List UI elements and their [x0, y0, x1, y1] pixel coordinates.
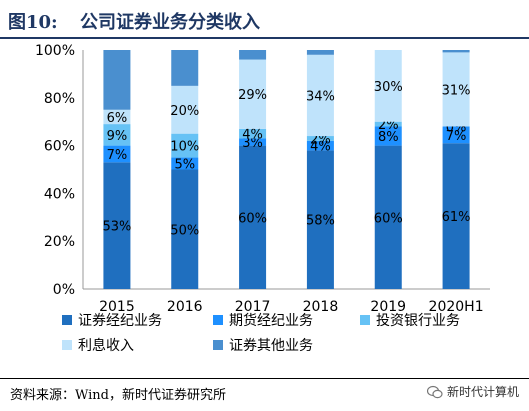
legend-label: 证券其他业务	[229, 338, 313, 354]
header-rule	[0, 37, 529, 39]
bar-segment	[374, 126, 402, 146]
data-label: 60%	[374, 211, 403, 226]
bar-segment	[442, 143, 470, 289]
bar-segment	[442, 126, 470, 144]
legend-swatch	[360, 315, 370, 325]
x-tick-label: 2016	[167, 299, 203, 315]
bar-segment	[171, 85, 199, 134]
legend-swatch	[62, 315, 72, 325]
data-label: 61%	[442, 210, 471, 225]
bar-segment	[171, 169, 199, 289]
data-label: 2%	[378, 118, 399, 133]
x-tick-label: 2018	[303, 299, 339, 315]
bar-segment	[374, 121, 402, 127]
bar-segment	[103, 145, 131, 163]
bar-segment	[103, 124, 131, 146]
y-tick-label: 0%	[53, 282, 75, 298]
bar-segment	[239, 50, 267, 60]
y-tick-label: 80%	[44, 91, 75, 107]
data-label: 31%	[442, 83, 471, 98]
data-label: 34%	[306, 89, 335, 104]
bar-segment	[442, 50, 470, 53]
figure-header: 图10: 公司证券业务分类收入	[0, 0, 529, 40]
bar-segment	[442, 52, 470, 127]
data-label: 58%	[306, 214, 335, 229]
bar-segment	[239, 128, 267, 139]
data-label: 10%	[170, 140, 199, 155]
bar-segment	[374, 50, 402, 122]
legend-label: 利息收入	[78, 337, 134, 354]
watermark: 新时代计算机	[426, 383, 519, 400]
legend-label: 证券经纪业务	[78, 313, 162, 329]
bar-segment	[306, 150, 334, 289]
bar-segment	[239, 145, 267, 289]
footer-rule	[0, 378, 529, 379]
bar-segment	[103, 50, 131, 110]
data-label: 4%	[310, 140, 331, 155]
data-label: 60%	[238, 211, 267, 226]
data-label: 8%	[378, 130, 399, 145]
legend-swatch	[62, 340, 72, 350]
y-tick-label: 40%	[44, 186, 75, 202]
figure-title: 公司证券业务分类收入	[80, 12, 260, 33]
data-label: 7%	[107, 148, 128, 163]
legend-swatch	[213, 315, 223, 325]
bar-segment	[171, 50, 199, 86]
data-label: 30%	[374, 80, 403, 95]
figure-label: 图10:	[8, 12, 58, 33]
bar-segment	[306, 54, 334, 137]
data-label: 6%	[107, 111, 128, 126]
data-label: 7%	[446, 129, 467, 144]
bar-segment	[306, 136, 334, 141]
data-label: 53%	[102, 220, 131, 235]
bar-segment	[103, 162, 131, 289]
data-label: 2%	[310, 132, 331, 147]
source-note: 资料来源：Wind，新时代证券研究所	[10, 388, 226, 403]
stacked-bar-chart: 0% 20% 40% 60% 80% 100% 53% 7% 9% 6% 2015 50% 5% 10% 2…	[35, 43, 490, 354]
data-label: 50%	[170, 223, 199, 238]
data-label: 9%	[107, 129, 128, 144]
x-tick-label: 2019	[370, 299, 406, 315]
bar-segment	[239, 59, 267, 129]
bar-segment	[239, 138, 267, 146]
bar-segment	[374, 145, 402, 289]
legend-label: 期货经纪业务	[229, 312, 313, 329]
bar-segment	[306, 140, 334, 151]
bar-segment	[171, 157, 199, 170]
x-tick-label: 2020H1	[429, 299, 484, 315]
bar-segment	[103, 109, 131, 125]
x-tick-label: 2015	[99, 299, 135, 315]
data-label: 20%	[170, 104, 199, 119]
data-label: 4%	[242, 128, 263, 143]
wechat-icon	[426, 385, 443, 398]
data-label: 3%	[242, 136, 263, 151]
watermark-text: 新时代计算机	[446, 385, 519, 399]
y-tick-label: 100%	[35, 43, 75, 59]
x-tick-label: 2017	[235, 299, 271, 315]
legend-label: 投资银行业务	[376, 313, 460, 329]
y-tick-label: 20%	[44, 234, 75, 250]
data-label: 5%	[174, 158, 195, 173]
data-label: 29%	[238, 88, 267, 103]
legend-swatch	[213, 340, 223, 350]
bar-segment	[171, 133, 199, 158]
y-tick-label: 60%	[44, 139, 75, 155]
bar-segment	[306, 50, 334, 55]
